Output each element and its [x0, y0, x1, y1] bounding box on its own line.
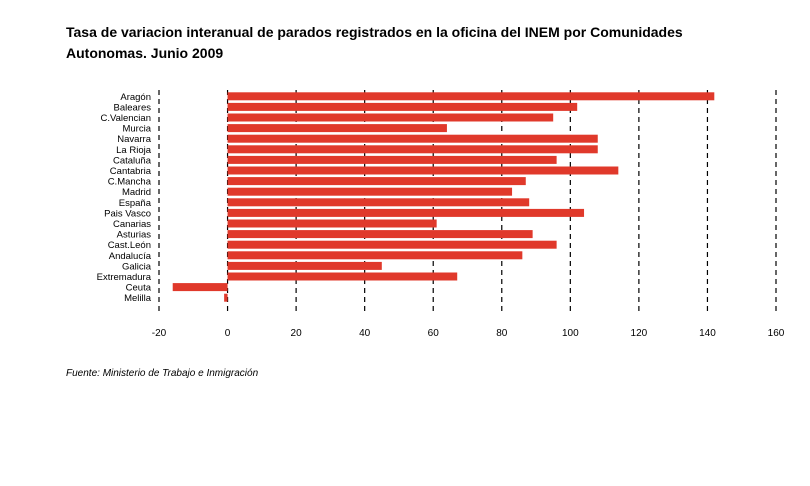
bar — [227, 134, 598, 143]
source-note: Fuente: Ministerio de Trabajo e Inmigrac… — [66, 368, 259, 379]
tick-labels: -20 0 20 40 60 80 100 120 140 160 — [152, 328, 785, 339]
category-label: Cantabria — [110, 166, 152, 177]
bar — [227, 177, 526, 186]
x-tick-label: 140 — [699, 328, 716, 339]
category-label: Canarias — [113, 219, 151, 230]
category-label: C.Valencian — [100, 113, 151, 124]
x-tick-label: 160 — [768, 328, 785, 339]
category-label: C.Mancha — [108, 177, 152, 188]
category-label: Galicia — [122, 261, 152, 272]
category-label: Ceuta — [126, 283, 152, 294]
x-tick-label: 100 — [562, 328, 579, 339]
bar — [227, 92, 715, 101]
bar — [227, 113, 554, 122]
bar — [227, 198, 530, 207]
x-tick-label: 40 — [359, 328, 371, 339]
bar — [227, 208, 585, 217]
category-label: Melilla — [124, 293, 152, 304]
x-tick-label: -20 — [152, 328, 167, 339]
category-label: Andalucía — [109, 251, 152, 262]
bar — [227, 261, 382, 270]
category-label: España — [119, 198, 152, 209]
category-label: Cataluña — [113, 155, 152, 166]
bar — [227, 102, 578, 111]
x-tick-label: 20 — [291, 328, 303, 339]
bar — [227, 251, 523, 260]
chart-title: Tasa de variacion interanual de parados … — [66, 24, 683, 61]
category-label: Murcia — [122, 124, 151, 135]
bar — [227, 166, 619, 175]
bar — [227, 124, 447, 133]
category-label: Madrid — [122, 187, 151, 198]
category-label: Pais Vasco — [104, 208, 151, 219]
bar — [172, 283, 228, 292]
category-label: Navarra — [117, 134, 152, 145]
bar — [227, 219, 437, 228]
bar — [227, 187, 513, 196]
bar — [227, 272, 458, 281]
x-tick-label: 60 — [428, 328, 440, 339]
bar — [227, 240, 557, 249]
bar — [224, 293, 228, 302]
x-tick-label: 80 — [496, 328, 508, 339]
category-label: Aragón — [120, 92, 151, 103]
bars — [172, 92, 715, 302]
bar — [227, 145, 598, 154]
bar — [227, 230, 533, 239]
category-label: Baleares — [114, 102, 152, 113]
category-labels: AragónBalearesC.ValencianMurciaNavarraLa… — [97, 92, 152, 304]
category-label: Asturias — [117, 230, 152, 241]
category-label: Extremadura — [97, 272, 152, 283]
category-label: Cast.León — [108, 240, 151, 251]
bar — [227, 155, 557, 164]
x-tick-label: 120 — [631, 328, 648, 339]
category-label: La Rioja — [116, 145, 152, 156]
x-tick-label: 0 — [225, 328, 231, 339]
